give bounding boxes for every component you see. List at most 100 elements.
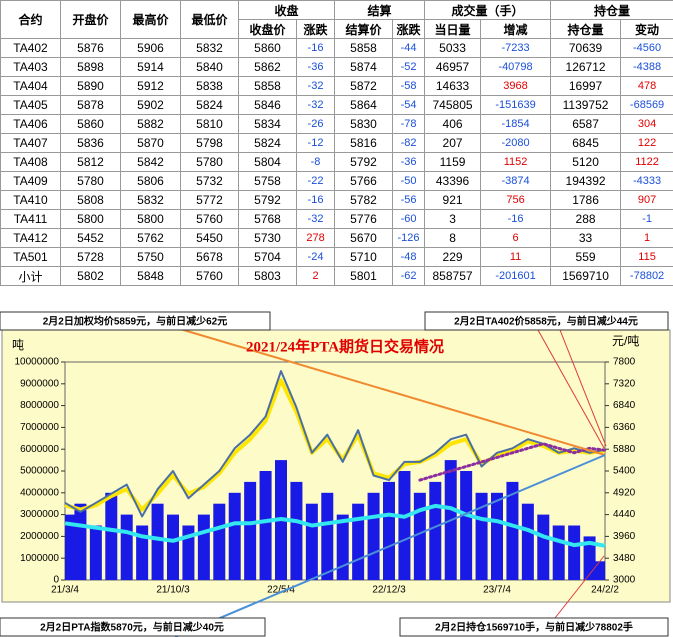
y2-axis-label: 元/吨: [612, 334, 639, 348]
table-cell: 5782: [334, 190, 394, 210]
volume-bar: [151, 503, 164, 580]
y2-tick-label: 6360: [613, 422, 636, 433]
table-cell: 5792: [334, 152, 394, 172]
table-cell: 5878: [60, 95, 121, 115]
table-cell: 5848: [120, 266, 181, 286]
table-row: TA412 5452 5762 5450 5730 278 5670 -126 8 6 33 1: [0, 228, 673, 248]
table-row: TA408 5812 5842 5780 5804 -8 5792 -36 1159 1152 51…: [0, 152, 673, 172]
header-cell: 增减: [480, 19, 552, 39]
table-cell: 5804: [238, 152, 297, 172]
table-cell: -56: [392, 190, 426, 210]
header-cell: 持仓量: [550, 0, 673, 20]
y2-tick-label: 4440: [613, 509, 636, 520]
table-cell: 5760: [180, 209, 239, 229]
table-cell: -1854: [480, 114, 552, 134]
table-cell: 5450: [180, 228, 239, 248]
table-cell: 5812: [60, 152, 121, 172]
table-cell: 8: [424, 228, 482, 248]
table-cell: 5768: [238, 209, 297, 229]
table-cell: TA405: [0, 95, 61, 115]
table-cell: TA406: [0, 114, 61, 134]
table-cell: 194392: [550, 171, 622, 191]
table-cell: 5678: [180, 247, 239, 267]
header-cell: 当日量: [424, 19, 482, 39]
y-axis-label: 吨: [12, 338, 24, 352]
y2-tick-label: 6840: [613, 400, 636, 411]
table-cell: 5858: [238, 76, 297, 96]
y2-tick-label: 7800: [613, 357, 636, 368]
table-cell: 1152: [480, 152, 552, 172]
volume-bar: [552, 525, 565, 580]
table-row: TA501 5728 5750 5678 5704 -24 5710 -48 229 11 559 1…: [0, 247, 673, 267]
table-cell: -12: [295, 133, 336, 153]
table-cell: 858757: [424, 266, 482, 286]
table-cell: 5824: [238, 133, 297, 153]
x-tick-label: 24/2/2: [591, 585, 619, 596]
table-cell: 5832: [180, 38, 239, 58]
table-cell: 5803: [238, 266, 297, 286]
volume-bar: [506, 481, 519, 580]
table-row: TA406 5860 5882 5810 5834 -26 5830 -78 406 -1854 6…: [0, 114, 673, 134]
table-cell: 1159: [424, 152, 482, 172]
quote-table: 合约 开盘价 最高价 最低价 收盘 结算 成交量（手） 持仓量 收盘价 涨跌 结算价 涨跌 当日量 增减持…: [0, 0, 673, 286]
table-cell: 6845: [550, 133, 622, 153]
trend-line: [169, 325, 606, 456]
table-cell: 5750: [120, 247, 181, 267]
table-cell: -32: [295, 209, 336, 229]
table-cell: -126: [392, 228, 426, 248]
header-cell: 涨跌: [392, 19, 426, 39]
note-box: [424, 311, 669, 331]
header-cell: 持仓量: [550, 19, 622, 39]
volume-bar: [367, 492, 380, 580]
table-cell: TA411: [0, 209, 61, 229]
table-cell: 5033: [424, 38, 482, 58]
series-line: [64, 370, 606, 518]
table-cell: 5808: [60, 190, 121, 210]
table-cell: -201601: [480, 266, 552, 286]
table-cell: 5870: [120, 133, 181, 153]
table-row: 小计 5802 5848 5760 5803 2 5801 -62 858757 -201601 1…: [0, 266, 673, 286]
chart-title: 2021/24年PTA期货日交易情况: [246, 337, 444, 355]
table-cell: 5858: [334, 38, 394, 58]
table-cell: -3874: [480, 171, 552, 191]
header-cell: 成交量（手）: [424, 0, 552, 20]
table-cell: 5730: [238, 228, 297, 248]
table-cell: 207: [424, 133, 482, 153]
table-cell: 406: [424, 114, 482, 134]
table-cell: -22: [295, 171, 336, 191]
volume-bar: [65, 514, 77, 580]
x-tick-label: 21/10/3: [156, 585, 190, 596]
table-cell: TA501: [0, 247, 61, 267]
table-cell: -4333: [620, 171, 673, 191]
table-cell: 5816: [334, 133, 394, 153]
table-cell: 5780: [60, 171, 121, 191]
table-cell: 5780: [180, 152, 239, 172]
table-cell: 5452: [60, 228, 121, 248]
table-cell: 5882: [120, 114, 181, 134]
y2-tick-label: 5880: [613, 444, 636, 455]
table-cell: 126712: [550, 57, 622, 77]
table-cell: -40798: [480, 57, 552, 77]
note-box: [0, 311, 271, 331]
table-cell: 5710: [334, 247, 394, 267]
chart: 0 1000000 2000000 3000000 4000000 5000000 6000…: [0, 311, 671, 637]
table-row: TA404 5890 5912 5838 5858 -32 5872 -58 14633 3968…: [0, 76, 673, 96]
table-cell: 5800: [120, 209, 181, 229]
table-cell: TA403: [0, 57, 61, 77]
y-tick-label: 8000000: [20, 400, 59, 411]
table-cell: TA402: [0, 38, 61, 58]
table-cell: 5874: [334, 57, 394, 77]
table-cell: 5838: [180, 76, 239, 96]
volume-bar: [213, 503, 226, 580]
table-cell: 745805: [424, 95, 482, 115]
volume-bar: [336, 514, 349, 580]
y-tick-label: 5000000: [20, 466, 59, 477]
table-cell: 6587: [550, 114, 622, 134]
table-cell: 1139752: [550, 95, 622, 115]
table-cell: 5801: [334, 266, 394, 286]
table-row: TA411 5800 5800 5760 5768 -32 5776 -60 3 -16 288 -1: [0, 209, 673, 229]
table-cell: -48: [392, 247, 426, 267]
volume-bar: [491, 492, 503, 580]
table-cell: 1: [620, 228, 673, 248]
table-cell: 46957: [424, 57, 482, 77]
